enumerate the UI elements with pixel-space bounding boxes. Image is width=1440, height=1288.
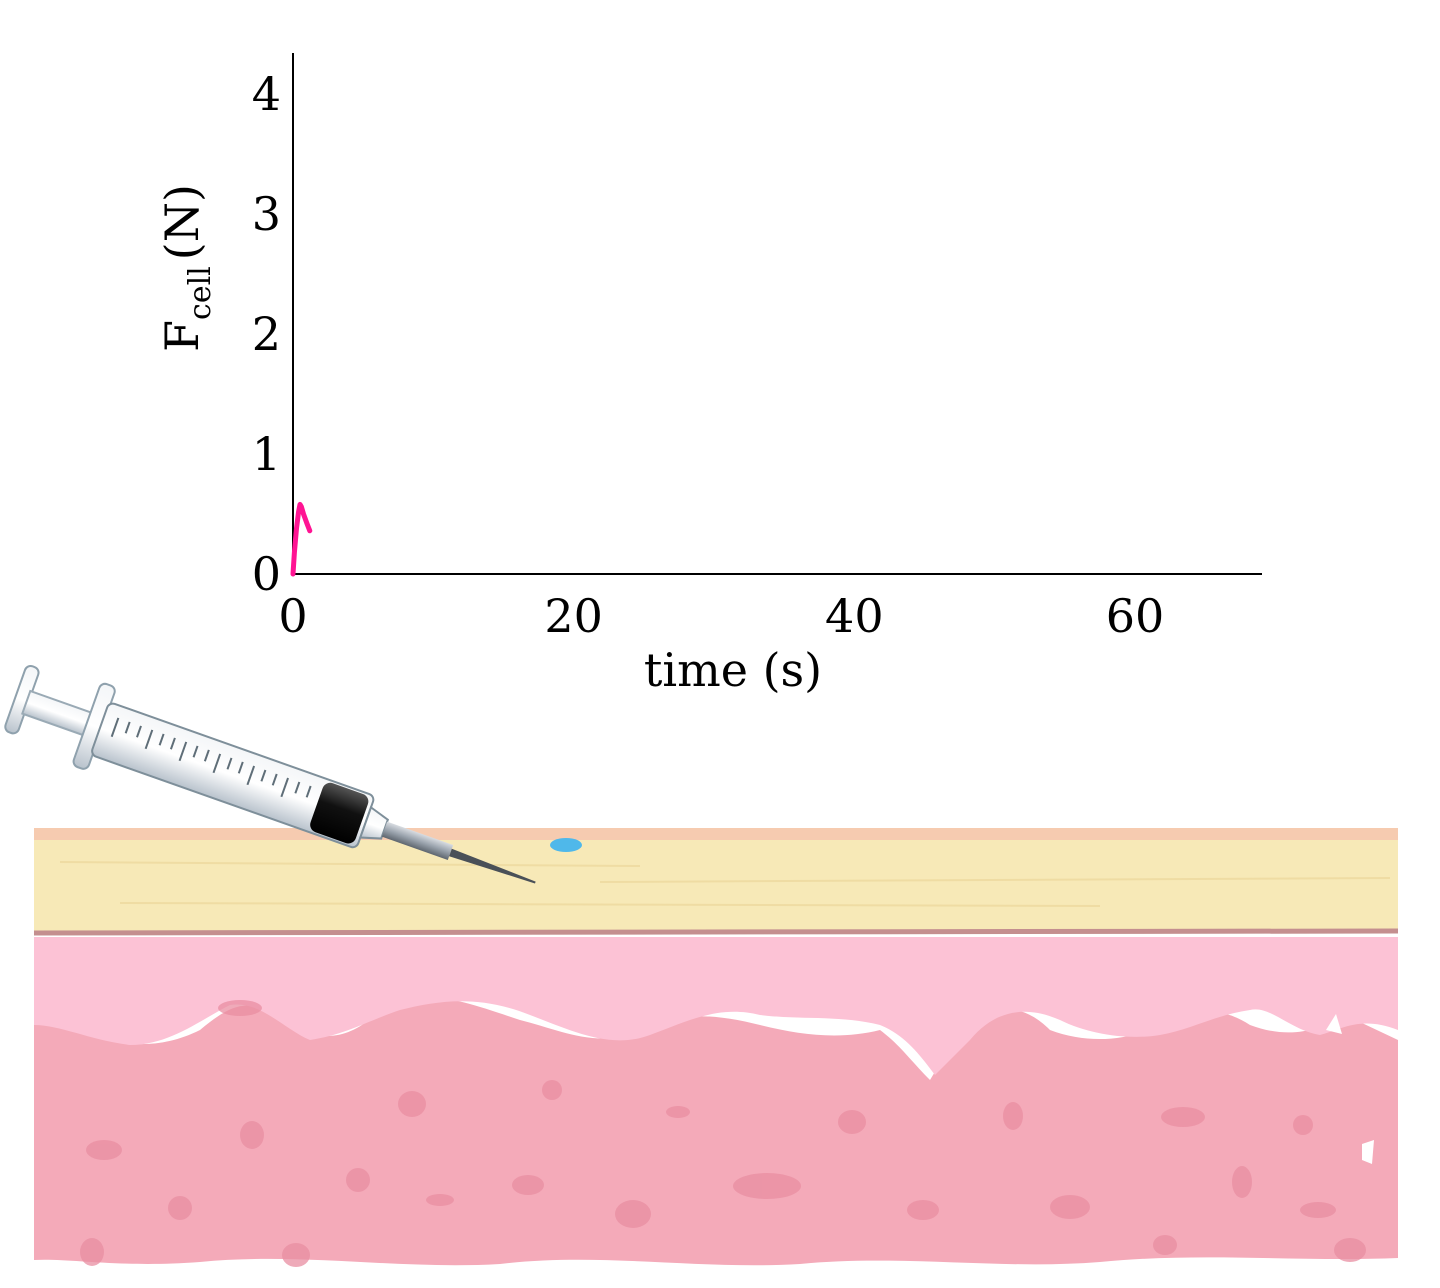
epidermis-top [34,828,1398,840]
injected-droplet [550,838,582,852]
svg-text:Fcell(N): Fcell (N) [155,184,218,352]
y-tick-labels: 0 1 2 3 4 [252,67,281,601]
x-tick-labels: 0 20 40 60 [278,589,1164,643]
y-tick-label: 4 [252,67,281,121]
tissue-gap [1326,1014,1342,1034]
data-series [290,501,313,577]
force-time-chart: 0 1 2 3 4 0 20 40 60 time (s) Fcell (N) [155,53,1262,697]
y-axis-label-unit: (N) [155,184,209,260]
x-tick-label: 40 [825,589,884,643]
basement-membrane [33,928,1399,936]
y-tick-label: 2 [252,307,281,361]
y-axis-label-main: F [155,320,209,352]
y-axis-label: Fcell (N) [155,184,218,352]
epidermis-texture [59,861,641,867]
y-tick-label: 1 [252,427,281,481]
x-tick-label: 60 [1106,589,1165,643]
x-tick-label: 0 [278,589,307,643]
tissue-cells [80,1000,1366,1267]
skin-tissue-layers [33,828,1399,1267]
y-tick-label: 0 [252,547,281,601]
y-axis-label-subscript: cell [183,266,218,320]
syringe-icon [4,665,536,884]
epidermis-texture [599,877,1391,883]
tissue-layer [34,996,1398,1266]
dermis-layer [34,937,1398,1075]
tissue-gap [1362,1140,1374,1164]
epidermis-layer [34,836,1398,932]
series-line [290,501,313,577]
x-axis-label: time (s) [644,643,822,697]
y-tick-label: 3 [252,187,281,241]
x-tick-label: 20 [544,589,603,643]
epidermis-texture [119,902,1101,907]
